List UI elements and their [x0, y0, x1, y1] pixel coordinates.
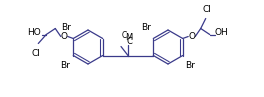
- Text: HO: HO: [27, 28, 41, 37]
- Text: Br: Br: [60, 61, 70, 71]
- Text: Br: Br: [62, 23, 71, 32]
- Text: C: C: [121, 30, 127, 39]
- Text: Br: Br: [185, 61, 195, 71]
- Text: Cl: Cl: [32, 48, 41, 58]
- Text: O: O: [188, 32, 195, 41]
- Text: Cl: Cl: [202, 4, 211, 13]
- Text: OH: OH: [215, 28, 229, 37]
- Text: C: C: [126, 36, 132, 45]
- Text: O: O: [61, 32, 68, 41]
- Text: M: M: [125, 32, 133, 42]
- Text: Br: Br: [142, 23, 151, 32]
